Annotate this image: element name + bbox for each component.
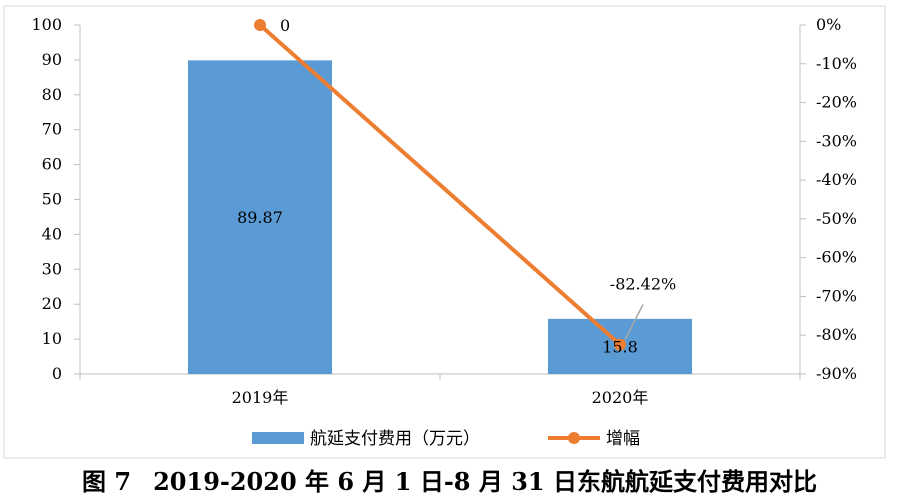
y-right-tick-label: -10% (816, 54, 857, 73)
data-labels: 89.87 15.8 0 -82.42% (237, 16, 676, 356)
y-right-tick-label: -70% (816, 286, 857, 305)
y-right-tick-label: -90% (816, 364, 857, 383)
y-right-tick-label: -40% (816, 170, 857, 189)
legend: 航延支付费用（万元） 增幅 (252, 429, 640, 449)
y-left-tick-label: 10 (42, 329, 62, 348)
line-value-label: -82.42% (610, 275, 676, 294)
legend-label-bar: 航延支付费用（万元） (310, 429, 480, 449)
y-left-tick-label: 20 (42, 294, 62, 313)
y-right-tick-label: -30% (816, 131, 857, 150)
y-left-tick-label: 100 (31, 15, 62, 34)
y-left-tick-label: 60 (42, 155, 62, 174)
legend-label-line: 增幅 (606, 429, 640, 449)
y-left-tick-label: 90 (42, 50, 62, 69)
axes: 0 10 20 30 40 50 60 70 80 90 100 -90% -80% -70% -60% -5… (31, 15, 857, 407)
x-category-label: 2019年 (232, 388, 289, 407)
y-right-tick-label: 0% (816, 15, 841, 34)
line-value-label: 0 (280, 16, 290, 35)
legend-swatch-marker (568, 432, 580, 444)
line-path (258, 23, 622, 347)
bar (188, 60, 332, 374)
label-leader-line (624, 304, 644, 340)
y-right-tick-label: -50% (816, 209, 857, 228)
line-series (254, 19, 626, 351)
line-point (614, 338, 626, 351)
chart-border (3, 5, 886, 459)
legend-swatch-bar (252, 432, 304, 444)
bar-value-label: 15.8 (602, 337, 638, 356)
y-right-tick-label: -20% (816, 93, 857, 112)
y-right-tick-label: -60% (816, 248, 857, 267)
x-category-label: 2020年 (592, 388, 649, 407)
y-left-tick-label: 50 (42, 190, 62, 209)
figure-caption: 图 7 2019-2020 年 6 月 1 日-8 月 31 日东航航延支付费用对… (0, 462, 899, 497)
combo-chart: 0 10 20 30 40 50 60 70 80 90 100 -90% -80% -70% -60% -5… (3, 5, 886, 459)
line-point (254, 19, 266, 31)
y-left-tick-label: 80 (42, 85, 62, 104)
caption-text: 2019-2020 年 6 月 1 日-8 月 31 日东航航延支付费用对比 (153, 467, 817, 496)
bar-value-label: 89.87 (237, 208, 283, 227)
y-left-tick-label: 30 (42, 259, 62, 278)
y-left-tick-label: 0 (52, 364, 62, 383)
y-left-tick-label: 70 (42, 120, 62, 139)
y-right-tick-label: -80% (816, 325, 857, 344)
y-left-tick-label: 40 (42, 224, 62, 243)
bar-series (188, 60, 692, 374)
caption-number: 图 7 (82, 467, 132, 496)
